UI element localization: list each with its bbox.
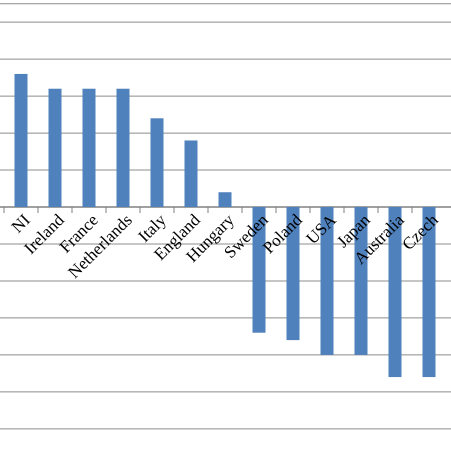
x-tick-label: NI — [8, 210, 34, 236]
bar — [218, 192, 232, 208]
bar — [286, 207, 300, 341]
bar — [82, 88, 96, 208]
bar — [320, 207, 334, 355]
bar — [48, 88, 62, 208]
bar — [422, 207, 436, 378]
bar — [354, 207, 368, 355]
bar — [184, 140, 198, 208]
bar — [150, 118, 164, 208]
x-tick-label: USA — [302, 210, 340, 248]
x-tick-label: Czech — [398, 210, 442, 254]
x-tick-label: Ireland — [20, 210, 68, 258]
bar — [252, 207, 266, 333]
bar — [388, 207, 402, 378]
bar — [116, 88, 130, 208]
bar — [14, 73, 28, 208]
